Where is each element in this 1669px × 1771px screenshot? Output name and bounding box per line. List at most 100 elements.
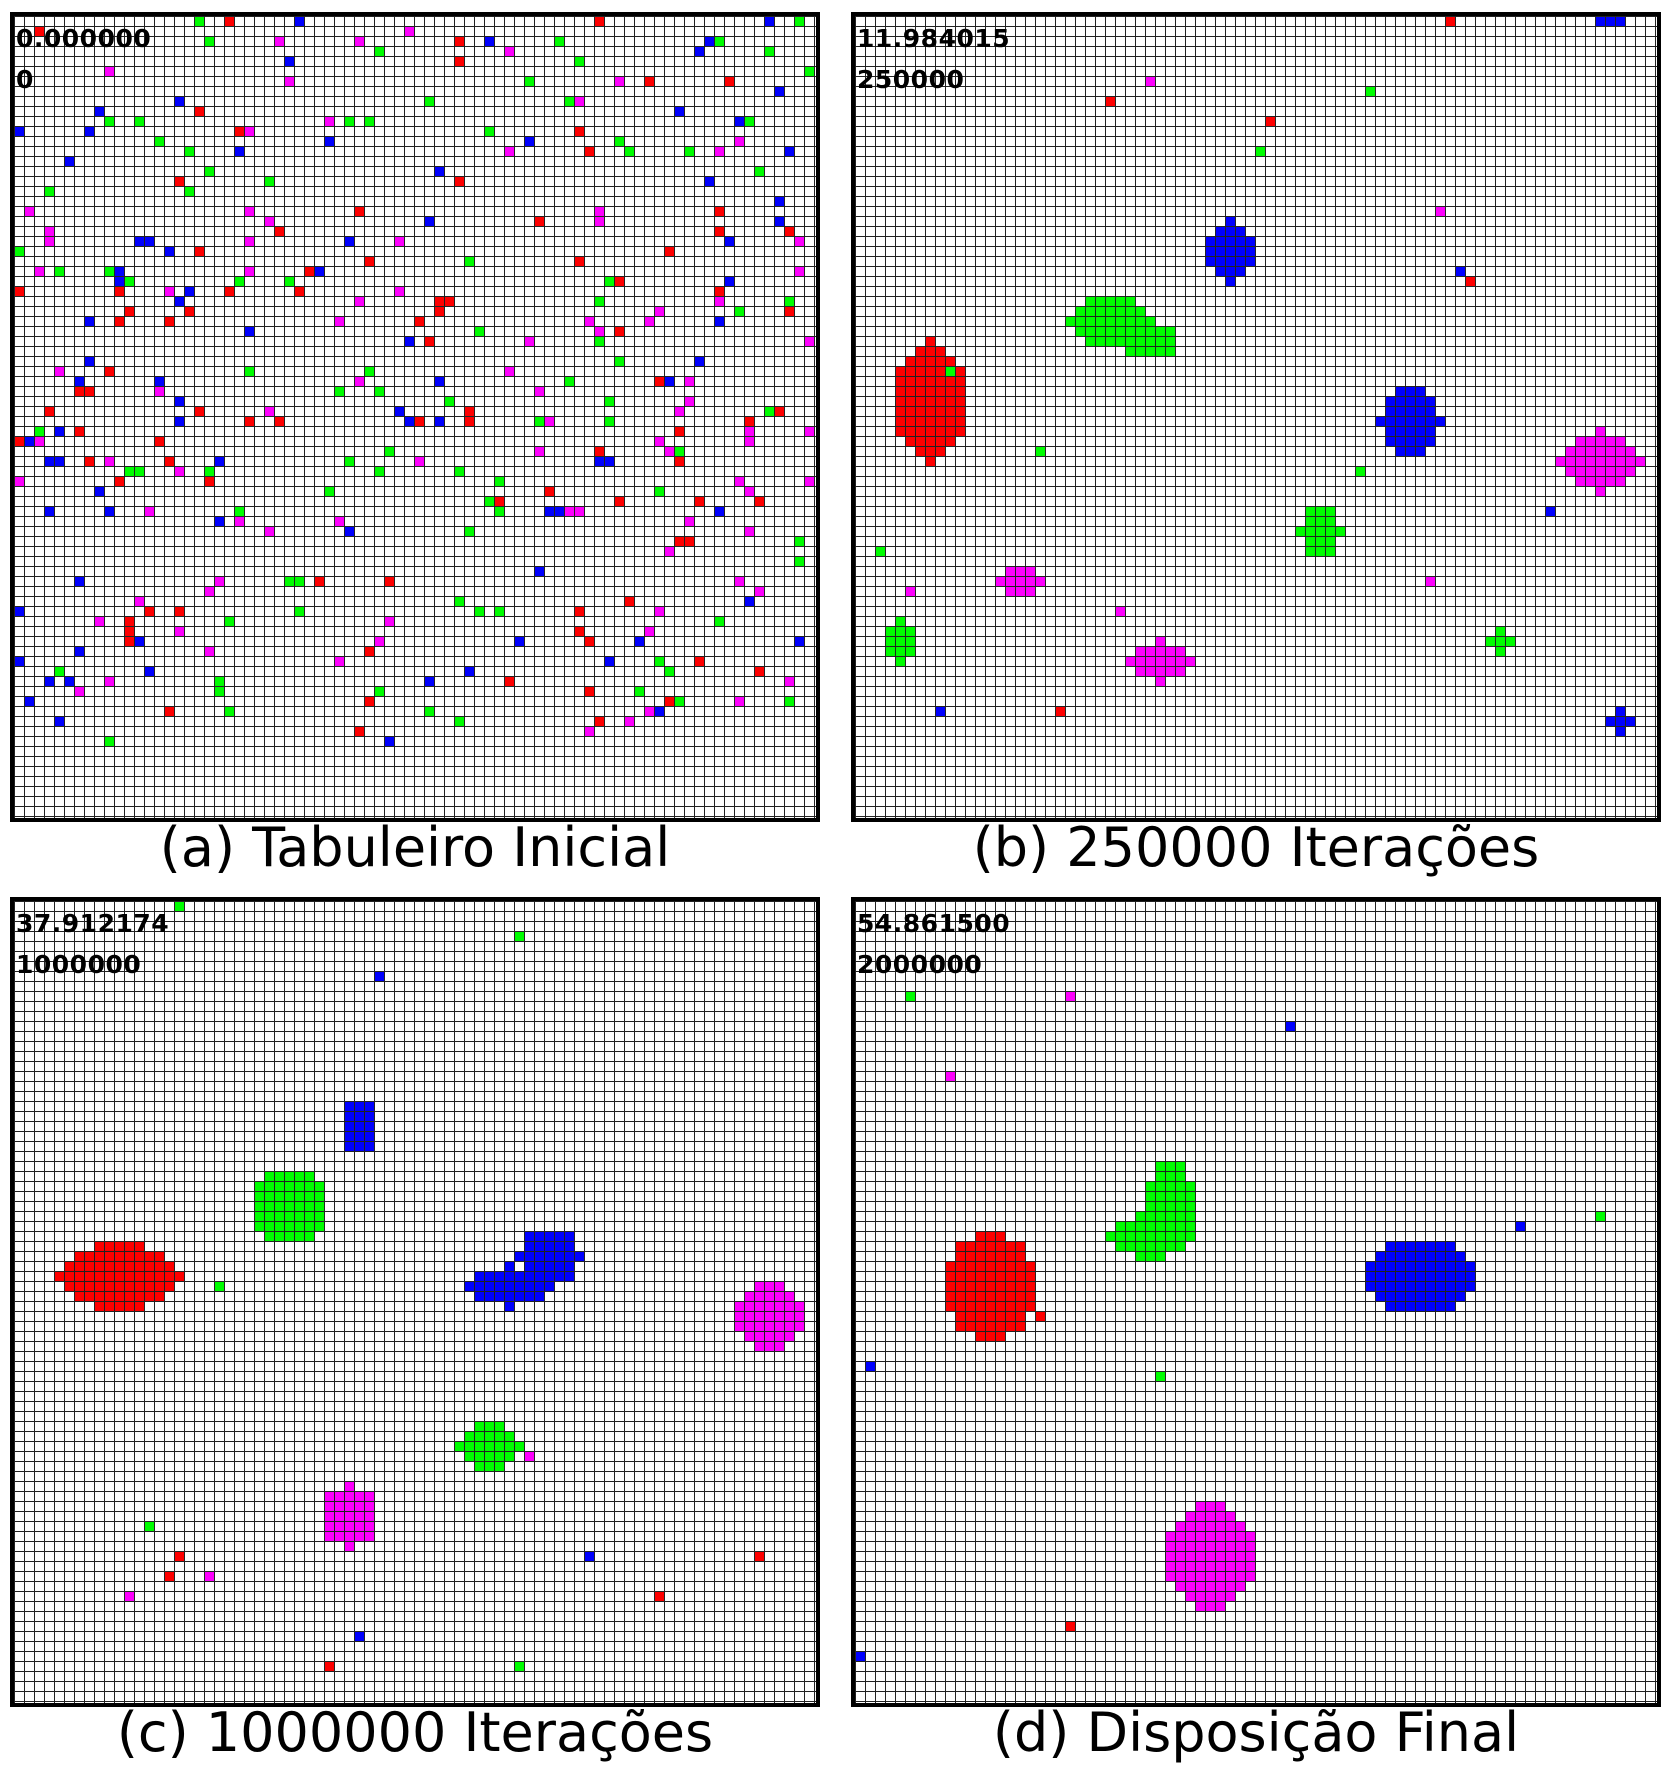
blue-item-cell — [545, 1262, 554, 1271]
blue-item-cell — [1226, 217, 1235, 226]
red-item-cell — [986, 1332, 995, 1341]
blue-item-cell — [1366, 1282, 1375, 1291]
blue-item-cell — [505, 1302, 514, 1311]
blue-item-cell — [535, 1232, 544, 1241]
blue-item-cell — [245, 327, 254, 336]
green-item-cell — [275, 1202, 284, 1211]
red-item-cell — [896, 397, 905, 406]
green-item-cell — [595, 337, 604, 346]
blue-item-cell — [435, 167, 444, 176]
magenta-item-cell — [745, 487, 754, 496]
blue-item-cell — [185, 287, 194, 296]
green-item-cell — [1186, 1232, 1195, 1241]
green-item-cell — [1096, 297, 1105, 306]
red-item-cell — [1016, 1302, 1025, 1311]
green-item-cell — [445, 397, 454, 406]
magenta-item-cell — [765, 1342, 774, 1351]
blue-item-cell — [495, 1292, 504, 1301]
magenta-item-cell — [1606, 467, 1615, 476]
green-item-cell — [285, 1212, 294, 1221]
blue-item-cell — [1416, 1272, 1425, 1281]
green-item-cell — [1166, 337, 1175, 346]
red-item-cell — [986, 1252, 995, 1261]
blue-item-cell — [1236, 247, 1245, 256]
red-item-cell — [595, 17, 604, 26]
red-item-cell — [916, 427, 925, 436]
blue-item-cell — [135, 637, 144, 646]
green-item-cell — [535, 417, 544, 426]
green-item-cell — [1126, 297, 1135, 306]
blue-item-cell — [1376, 1262, 1385, 1271]
green-item-cell — [1106, 337, 1115, 346]
blue-item-cell — [405, 337, 414, 346]
red-item-cell — [966, 1292, 975, 1301]
red-item-cell — [956, 377, 965, 386]
blue-item-cell — [1446, 1292, 1455, 1301]
blue-item-cell — [1456, 1272, 1465, 1281]
green-item-cell — [265, 1182, 274, 1191]
red-item-cell — [655, 377, 664, 386]
green-item-cell — [1146, 337, 1155, 346]
green-item-cell — [1106, 1232, 1115, 1241]
blue-item-cell — [1616, 707, 1625, 716]
red-item-cell — [235, 127, 244, 136]
red-item-cell — [916, 447, 925, 456]
magenta-item-cell — [1116, 607, 1125, 616]
magenta-item-cell — [355, 377, 364, 386]
magenta-item-cell — [1576, 437, 1585, 446]
red-item-cell — [785, 227, 794, 236]
red-item-cell — [425, 337, 434, 346]
red-item-cell — [455, 37, 464, 46]
green-item-cell — [1066, 317, 1075, 326]
red-item-cell — [1016, 1282, 1025, 1291]
green-item-cell — [1166, 1162, 1175, 1171]
red-item-cell — [956, 1272, 965, 1281]
red-item-cell — [75, 387, 84, 396]
red-item-cell — [665, 247, 674, 256]
blue-item-cell — [1406, 1292, 1415, 1301]
green-item-cell — [375, 687, 384, 696]
red-item-cell — [996, 1302, 1005, 1311]
blue-item-cell — [485, 1282, 494, 1291]
panel-caption: (a) Tabuleiro Inicial — [159, 816, 671, 879]
magenta-item-cell — [745, 437, 754, 446]
magenta-item-cell — [1016, 567, 1025, 576]
red-item-cell — [15, 437, 24, 446]
blue-item-cell — [515, 637, 524, 646]
magenta-item-cell — [1006, 567, 1015, 576]
red-item-cell — [85, 1292, 94, 1301]
magenta-item-cell — [795, 237, 804, 246]
green-item-cell — [325, 487, 334, 496]
red-item-cell — [135, 1302, 144, 1311]
green-item-cell — [465, 527, 474, 536]
blue-item-cell — [395, 407, 404, 416]
blue-item-cell — [1416, 1282, 1425, 1291]
blue-item-cell — [565, 1232, 574, 1241]
magenta-item-cell — [1136, 667, 1145, 676]
magenta-item-cell — [595, 327, 604, 336]
red-item-cell — [135, 1252, 144, 1261]
red-item-cell — [145, 1282, 154, 1291]
green-item-cell — [1326, 547, 1335, 556]
green-item-cell — [785, 697, 794, 706]
red-item-cell — [946, 437, 955, 446]
green-item-cell — [1146, 1222, 1155, 1231]
blue-item-cell — [1466, 1282, 1475, 1291]
green-item-cell — [1106, 317, 1115, 326]
magenta-item-cell — [1246, 1562, 1255, 1571]
blue-item-cell — [545, 1232, 554, 1241]
blue-item-cell — [375, 972, 384, 981]
magenta-item-cell — [1176, 647, 1185, 656]
red-item-cell — [195, 247, 204, 256]
red-item-cell — [906, 407, 915, 416]
green-item-cell — [665, 667, 674, 676]
magenta-item-cell — [1576, 477, 1585, 486]
blue-item-cell — [1546, 507, 1555, 516]
red-item-cell — [986, 1302, 995, 1311]
magenta-item-cell — [755, 1312, 764, 1321]
red-item-cell — [85, 1282, 94, 1291]
green-item-cell — [715, 37, 724, 46]
green-item-cell — [605, 417, 614, 426]
red-item-cell — [95, 1242, 104, 1251]
green-item-cell — [896, 647, 905, 656]
